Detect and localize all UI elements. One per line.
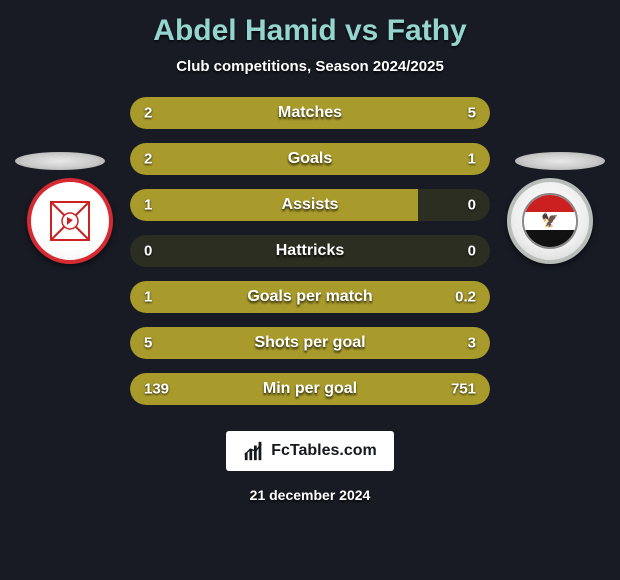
stat-value-right: 5 [468,105,476,122]
stat-value-right: 0 [468,197,476,214]
stat-value-right: 1 [468,151,476,168]
zamalek-crest-icon [41,192,99,250]
brand-text: FcTables.com [271,442,377,460]
club-logo-right: 🦅 [507,178,593,264]
club-logo-left [27,178,113,264]
stat-value-left: 2 [144,105,152,122]
stat-row: 25Matches [130,97,490,129]
stat-value-left: 1 [144,197,152,214]
bar-chart-icon [243,440,265,462]
stat-label: Hattricks [130,242,490,260]
stat-rows: 25Matches21Goals10Assists00Hattricks10.2… [130,97,490,405]
stat-value-left: 0 [144,243,152,260]
stat-bar-left [130,143,378,175]
shadow-ellipse-left [15,152,105,170]
stat-bar-right [324,327,490,359]
comparison-card: Abdel Hamid vs Fathy Club competitions, … [0,0,620,580]
stat-bar-right [292,97,490,129]
stat-bar-left [130,189,418,221]
stat-row: 10.2Goals per match [130,281,490,313]
stat-value-right: 0 [468,243,476,260]
subtitle: Club competitions, Season 2024/2025 [0,58,620,75]
stat-bar-left [130,281,346,313]
brand-badge: FcTables.com [226,431,394,471]
egypt-flag-crest-icon: 🦅 [522,193,578,249]
stat-value-right: 3 [468,335,476,352]
stat-bar-left [130,97,292,129]
shadow-ellipse-right [515,152,605,170]
stat-row: 21Goals [130,143,490,175]
stat-value-left: 1 [144,289,152,306]
stat-value-left: 139 [144,381,169,398]
stat-row: 139751Min per goal [130,373,490,405]
stat-value-left: 5 [144,335,152,352]
stat-value-left: 2 [144,151,152,168]
stat-row: 0 0Hattricks [130,235,490,267]
page-title: Abdel Hamid vs Fathy [0,14,620,48]
stat-value-right: 751 [451,381,476,398]
date-text: 21 december 2024 [0,487,620,503]
stat-row: 53Shots per goal [130,327,490,359]
stat-bar-left [130,327,324,359]
stat-row: 10Assists [130,189,490,221]
eagle-icon: 🦅 [541,212,558,229]
stat-value-right: 0.2 [455,289,476,306]
